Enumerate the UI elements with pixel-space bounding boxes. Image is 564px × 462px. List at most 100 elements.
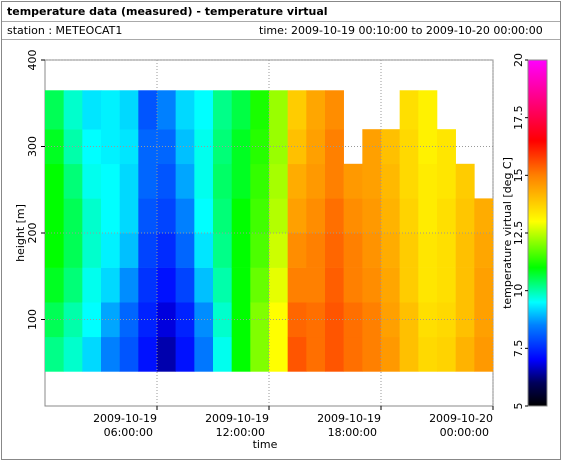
- heat-cell: [138, 267, 158, 303]
- heat-cell: [119, 90, 139, 130]
- heat-cell: [213, 267, 232, 303]
- heat-cell: [175, 233, 195, 268]
- heat-cell: [250, 163, 270, 199]
- colorbar-label: temperature virtual [deg C]: [501, 157, 514, 309]
- heat-cell: [474, 198, 494, 234]
- heat-cell: [455, 163, 475, 199]
- heat-cell: [362, 302, 382, 338]
- x-tick-label: 2009-10-19 12:00:00: [205, 412, 269, 439]
- heat-cell: [437, 302, 456, 338]
- heat-cell: [101, 129, 120, 165]
- heat-cell: [194, 233, 214, 268]
- heat-cell: [325, 163, 344, 199]
- colorbar-tick-label: 7.5: [512, 340, 525, 358]
- heat-cell: [119, 198, 139, 234]
- heat-cell: [325, 198, 344, 234]
- heat-cell: [175, 198, 195, 234]
- heat-cell: [418, 163, 438, 199]
- heat-cell: [82, 163, 102, 199]
- heat-cell: [343, 267, 363, 303]
- heat-cell: [306, 163, 326, 199]
- heat-cell: [194, 129, 214, 165]
- heat-cell: [362, 198, 382, 234]
- heat-cell: [175, 336, 195, 372]
- heat-cell: [157, 198, 176, 234]
- heat-cell: [213, 163, 232, 199]
- heat-cell: [82, 90, 102, 130]
- heat-cell: [325, 267, 344, 303]
- heat-cell: [63, 336, 83, 372]
- heat-cell: [231, 336, 251, 372]
- colorbar-tick-label: 15: [512, 168, 525, 182]
- heat-cell: [63, 163, 83, 199]
- heat-cell: [399, 198, 419, 234]
- heat-cell: [325, 336, 344, 372]
- heat-cell: [437, 233, 456, 268]
- heat-cell: [250, 90, 270, 130]
- heat-cell: [269, 302, 288, 338]
- heat-cell: [194, 90, 214, 130]
- heat-cell: [231, 233, 251, 268]
- heat-cell: [45, 336, 64, 372]
- colorbar: [527, 59, 548, 407]
- heat-cell: [399, 267, 419, 303]
- heat-cell: [325, 233, 344, 268]
- heat-cell: [418, 233, 438, 268]
- heat-cell: [231, 90, 251, 130]
- heat-cell: [399, 129, 419, 165]
- heat-cell: [325, 129, 344, 165]
- heat-cell: [63, 233, 83, 268]
- heat-cell: [63, 90, 83, 130]
- heat-cell: [213, 198, 232, 234]
- heat-cell: [101, 198, 120, 234]
- heat-cell: [194, 336, 214, 372]
- heat-cell: [287, 90, 307, 130]
- heat-cell: [306, 336, 326, 372]
- heat-cell: [418, 198, 438, 234]
- heat-cell: [362, 336, 382, 372]
- heat-cell: [287, 336, 307, 372]
- heat-cell: [381, 267, 400, 303]
- heat-cell: [455, 233, 475, 268]
- heat-cell: [399, 233, 419, 268]
- heat-cell: [63, 302, 83, 338]
- heat-cell: [194, 163, 214, 199]
- x-axis-label: time: [253, 438, 278, 451]
- heat-cell: [306, 233, 326, 268]
- tick-line: 18:00:00: [328, 426, 377, 439]
- heat-cell: [101, 163, 120, 199]
- heat-cell: [175, 302, 195, 338]
- heat-cell: [418, 267, 438, 303]
- heat-cell: [63, 267, 83, 303]
- heat-cell: [399, 336, 419, 372]
- colorbar-tick-label: 12.5: [512, 221, 525, 246]
- heat-cell: [194, 302, 214, 338]
- heat-cell: [269, 336, 288, 372]
- heat-cell: [474, 233, 494, 268]
- heat-cell: [343, 336, 363, 372]
- heat-cell: [63, 129, 83, 165]
- heat-cell: [101, 90, 120, 130]
- x-tick-label: 2009-10-20 00:00:00: [429, 412, 493, 439]
- heat-cell: [287, 163, 307, 199]
- y-tick-label: 300: [26, 136, 39, 157]
- heat-cell: [231, 163, 251, 199]
- heat-cell: [138, 90, 158, 130]
- colorbar-tick-label: 20: [512, 53, 525, 67]
- heat-cell: [437, 198, 456, 234]
- heat-cell: [437, 336, 456, 372]
- heat-cell: [437, 129, 456, 165]
- x-tick-label: 2009-10-19 18:00:00: [317, 412, 381, 439]
- time-range: time: 2009-10-19 00:10:00 to 2009-10-20 …: [259, 24, 543, 37]
- heat-cell: [138, 198, 158, 234]
- heat-cell: [82, 336, 102, 372]
- heat-cell: [194, 267, 214, 303]
- heat-cell: [381, 163, 400, 199]
- heat-cell: [82, 233, 102, 268]
- heat-cell: [325, 302, 344, 338]
- heat-cell: [343, 302, 363, 338]
- heat-cell: [250, 198, 270, 234]
- heat-cell: [250, 302, 270, 338]
- heat-cell: [213, 233, 232, 268]
